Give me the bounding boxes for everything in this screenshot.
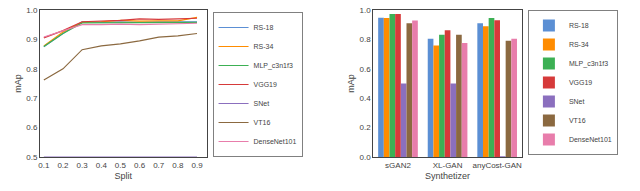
svg-text:XL-GAN: XL-GAN — [433, 161, 463, 170]
svg-text:0.6: 0.6 — [359, 65, 371, 74]
svg-text:MLP_c3n1f3: MLP_c3n1f3 — [569, 60, 608, 68]
svg-text:VT16: VT16 — [254, 119, 271, 126]
svg-text:RS-18: RS-18 — [254, 24, 274, 31]
svg-text:mAp: mAp — [346, 74, 356, 93]
svg-text:1.0: 1.0 — [359, 6, 371, 15]
svg-text:0.5: 0.5 — [26, 153, 38, 162]
svg-text:DenseNet101: DenseNet101 — [254, 138, 297, 145]
svg-text:0.8: 0.8 — [26, 65, 38, 74]
svg-text:sGAN2: sGAN2 — [385, 161, 411, 170]
svg-text:RS-18: RS-18 — [569, 22, 589, 29]
svg-text:Synthetizer: Synthetizer — [425, 171, 470, 181]
svg-text:0.8: 0.8 — [359, 35, 371, 44]
svg-text:anyCost-GAN: anyCost-GAN — [472, 161, 522, 170]
svg-text:0.4: 0.4 — [359, 94, 371, 103]
svg-text:SNet: SNet — [254, 100, 270, 107]
svg-text:mAp: mAp — [13, 74, 23, 93]
svg-text:Split: Split — [115, 171, 133, 181]
svg-text:VGG19: VGG19 — [569, 79, 592, 86]
svg-text:0.2: 0.2 — [57, 161, 69, 170]
svg-text:VGG19: VGG19 — [254, 81, 277, 88]
svg-text:0.3: 0.3 — [77, 161, 89, 170]
svg-text:0.9: 0.9 — [191, 161, 203, 170]
svg-text:DenseNet101: DenseNet101 — [569, 136, 612, 143]
svg-text:VT16: VT16 — [569, 117, 586, 124]
svg-text:0.9: 0.9 — [26, 35, 38, 44]
svg-text:0.7: 0.7 — [153, 161, 165, 170]
svg-text:0.1: 0.1 — [38, 161, 50, 170]
svg-text:RS-34: RS-34 — [254, 43, 274, 50]
svg-text:0.5: 0.5 — [115, 161, 127, 170]
svg-text:1.0: 1.0 — [26, 6, 38, 15]
svg-text:0.6: 0.6 — [26, 123, 38, 132]
svg-text:SNet: SNet — [569, 98, 585, 105]
svg-text:0.2: 0.2 — [359, 123, 371, 132]
svg-text:0.0: 0.0 — [359, 153, 371, 162]
svg-text:0.6: 0.6 — [134, 161, 146, 170]
svg-text:RS-34: RS-34 — [569, 41, 589, 48]
svg-text:MLP_c3n1f3: MLP_c3n1f3 — [254, 62, 293, 70]
svg-text:0.7: 0.7 — [26, 94, 38, 103]
svg-text:0.4: 0.4 — [96, 161, 108, 170]
svg-text:0.8: 0.8 — [172, 161, 184, 170]
